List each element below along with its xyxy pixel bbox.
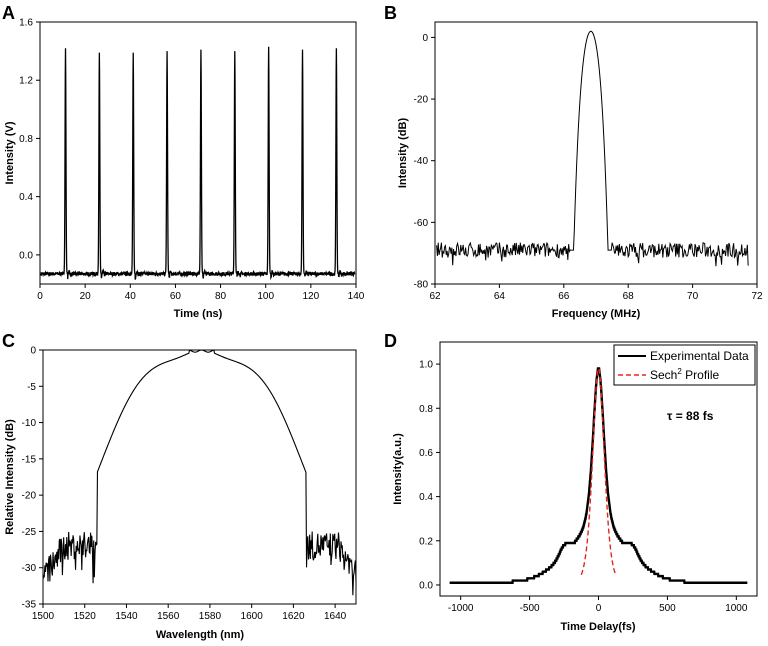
- y-axis-label-a: Intensity (V): [4, 121, 16, 184]
- y-tick-label: 0.6: [419, 448, 433, 459]
- x-tick-label: 40: [125, 291, 137, 302]
- y-tick-label: -5: [27, 382, 36, 393]
- x-tick-label: 0: [596, 603, 602, 614]
- panel-a: A 0 20 40 60 80 100 120 140 0.0 0.4 0.8 1.2 1.6 Time…: [2, 3, 365, 320]
- y-tick-label: 0.8: [419, 404, 433, 415]
- rf-spectrum-line: [436, 30, 749, 267]
- y-tick-label: -10: [22, 418, 37, 429]
- ticks-d: -1000 -500 0 500 1000 0.0 0.2 0.4 0.6 0.8 1.0: [419, 360, 748, 614]
- panel-c: C 1500 1520 1540 1560 1580 1600 1620 1640 0 -5 -10…: [2, 331, 357, 641]
- y-tick-label: 0.0: [419, 580, 433, 591]
- y-tick-label: 0.0: [19, 250, 33, 261]
- y-axis-label-d: Intensity(a.u.): [392, 433, 404, 505]
- x-tick-label: 20: [80, 291, 92, 302]
- x-tick-label: 1640: [324, 611, 347, 622]
- x-tick-label: 1600: [241, 611, 264, 622]
- x-tick-label: 500: [659, 603, 676, 614]
- y-tick-label: 1.0: [419, 360, 433, 371]
- x-tick-label: 68: [623, 291, 635, 302]
- panel-label-d: D: [384, 331, 397, 351]
- y-tick-label: -30: [22, 563, 37, 574]
- x-tick-label: -1000: [448, 603, 474, 614]
- optical-spectrum-line: [42, 349, 357, 596]
- x-tick-label: 70: [687, 291, 699, 302]
- legend: Experimental Data Sech2 Profile: [613, 344, 756, 386]
- y-tick-label: -20: [22, 491, 37, 502]
- pulse-width-annotation: τ = 88 fs: [667, 409, 714, 423]
- legend-label-experimental: Experimental Data: [650, 349, 749, 363]
- x-tick-label: 100: [257, 291, 274, 302]
- x-tick-label: 72: [751, 291, 763, 302]
- x-tick-label: 1520: [74, 611, 97, 622]
- plot-frame-a: [39, 21, 357, 285]
- sech2-fit-line: [580, 367, 617, 576]
- x-tick-label: 1540: [115, 611, 138, 622]
- y-tick-label: -40: [414, 156, 429, 167]
- x-tick-label: 120: [303, 291, 320, 302]
- y-tick-label: 1.6: [19, 18, 33, 29]
- panel-b: B 62 64 66 68 70 72 0 -20 -40 -60 -80 Frequency (M…: [384, 3, 763, 320]
- ticks-a: 0 20 40 60 80 100 120 140 0.0 0.4 0.8 1.2 1.6: [19, 18, 365, 303]
- plot-frame-c: [42, 349, 357, 605]
- x-tick-label: 0: [37, 291, 43, 302]
- x-tick-label: 1000: [725, 603, 748, 614]
- y-tick-label: 0.4: [19, 192, 33, 203]
- plot-frame-b: [434, 21, 758, 285]
- x-axis-label-b: Frequency (MHz): [552, 308, 641, 320]
- y-tick-label: 1.2: [19, 76, 33, 87]
- x-tick-label: 1580: [199, 611, 222, 622]
- y-axis-label-c: Relative Intensity (dB): [4, 419, 16, 535]
- x-tick-label: 66: [558, 291, 570, 302]
- y-tick-label: 0.8: [19, 134, 33, 145]
- x-axis-label-d: Time Delay(fs): [561, 621, 636, 633]
- x-tick-label: 60: [170, 291, 182, 302]
- y-axis-label-b: Intensity (dB): [397, 118, 409, 189]
- y-tick-label: 0.4: [419, 492, 433, 503]
- x-axis-label-c: Wavelength (nm): [156, 629, 245, 641]
- y-tick-label: -15: [22, 454, 37, 465]
- y-tick-label: -60: [414, 218, 429, 229]
- x-tick-label: 80: [215, 291, 227, 302]
- x-tick-label: 62: [429, 291, 441, 302]
- panel-label-c: C: [2, 331, 15, 351]
- y-tick-label: 0: [422, 33, 428, 44]
- ticks-c: 1500 1520 1540 1560 1580 1600 1620 1640 0 -5 -10 -1…: [22, 346, 347, 623]
- x-tick-label: 64: [494, 291, 506, 302]
- legend-label-sech2: Sech2 Profile: [650, 367, 719, 382]
- y-tick-label: -20: [414, 95, 429, 106]
- x-tick-label: 140: [348, 291, 365, 302]
- y-tick-label: 0: [30, 346, 36, 357]
- y-tick-label: -35: [22, 600, 37, 611]
- ticks-b: 62 64 66 68 70 72 0 -20 -40 -60 -80: [414, 33, 763, 302]
- x-tick-label: 1620: [282, 611, 305, 622]
- autocorrelation-line: [449, 367, 748, 584]
- y-tick-label: 0.2: [419, 536, 433, 547]
- panel-label-a: A: [2, 3, 15, 23]
- x-tick-label: 1560: [157, 611, 180, 622]
- panel-label-b: B: [384, 3, 397, 23]
- x-tick-label: -500: [520, 603, 540, 614]
- pulse-train-line: [40, 46, 356, 281]
- y-tick-label: -80: [414, 280, 429, 291]
- x-tick-label: 1500: [32, 611, 55, 622]
- panel-d: D -1000 -500 0 500 1000 0.0 0.2 0.4 0.6 0.8 1.0 Ex…: [384, 331, 758, 633]
- legend-box: [613, 344, 756, 386]
- x-axis-label-a: Time (ns): [174, 308, 223, 320]
- y-tick-label: -25: [22, 527, 37, 538]
